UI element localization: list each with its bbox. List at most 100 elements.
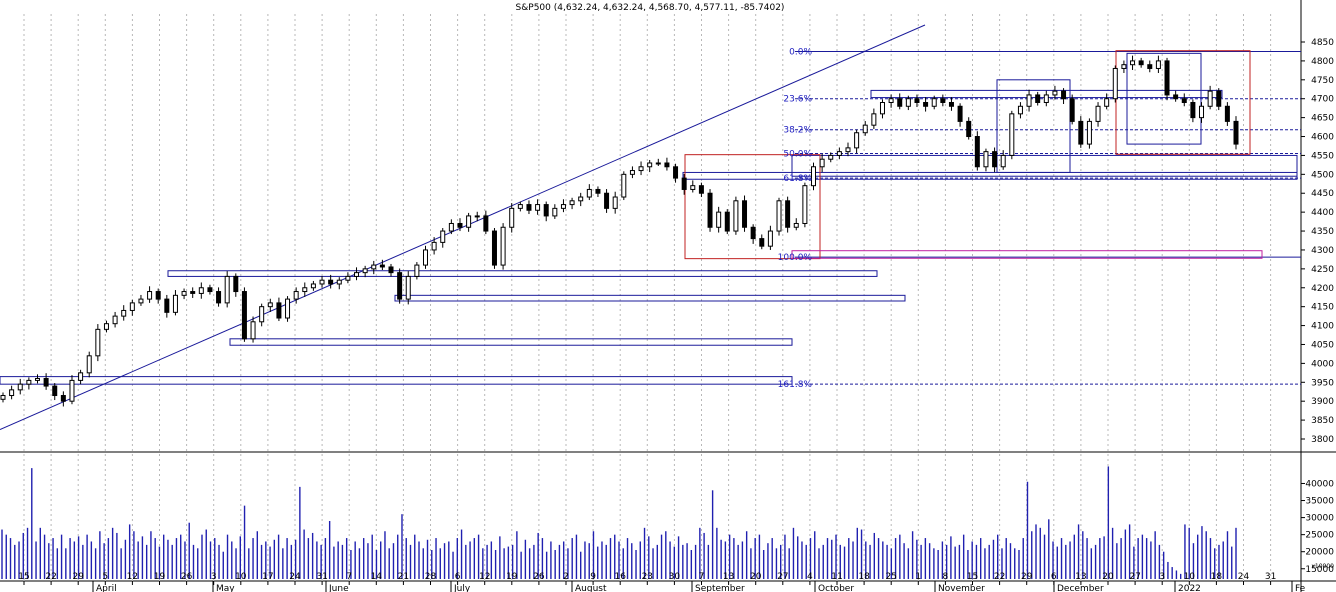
date-tick-label: 23: [642, 572, 653, 582]
date-tick-label: 20: [750, 572, 762, 582]
candle-body: [207, 287, 213, 293]
support-zone-rect: [996, 79, 1071, 173]
candle-body: [647, 162, 653, 168]
candle-body: [673, 166, 679, 179]
candle-body: [1199, 105, 1205, 119]
date-tick-label: 13: [1075, 572, 1086, 582]
candle-body: [759, 238, 765, 247]
candle-body: [190, 291, 196, 294]
candle-body: [138, 298, 144, 304]
date-tick-label: 6: [1051, 572, 1057, 582]
trend-line: [0, 24, 926, 431]
month-label: November: [938, 584, 985, 592]
date-tick-label: 7: [346, 572, 352, 582]
candle-body: [819, 158, 825, 168]
price-tick-label: 4700: [1311, 95, 1334, 105]
support-zone-rect: [0, 376, 793, 385]
candle-body: [414, 264, 420, 277]
date-tick-label: 6: [455, 572, 461, 582]
candle-body: [379, 264, 385, 268]
candle-body: [267, 302, 273, 308]
date-tick-label: 19: [506, 572, 518, 582]
candle-body: [388, 266, 394, 274]
candle-body: [862, 124, 868, 134]
candle-body: [914, 98, 920, 103]
candle-body: [1138, 60, 1144, 66]
candle-body: [690, 185, 696, 190]
candle-body: [1121, 64, 1127, 69]
fibonacci-label: 61.8%: [783, 174, 812, 184]
candle-body: [517, 204, 523, 209]
candle-body: [483, 215, 489, 232]
date-tick-label: 29: [1021, 572, 1033, 582]
candle-body: [34, 378, 40, 381]
date-tick-label: 10: [1184, 572, 1196, 582]
target-zone-rect: [791, 250, 1263, 259]
candle-body: [509, 207, 515, 228]
date-tick-label: 24: [1238, 572, 1250, 582]
date-tick-label: 22: [45, 572, 56, 582]
candle-body: [888, 98, 894, 103]
date-tick-label: 26: [533, 572, 545, 582]
date-tick-label: 4: [807, 572, 813, 582]
candle-body: [293, 291, 299, 300]
candle-body: [733, 200, 739, 232]
candle-body: [405, 275, 411, 300]
candle-body: [155, 291, 161, 300]
support-zone-rect: [1126, 52, 1202, 145]
candlestick-series: [0, 55, 1239, 407]
price-tick-label: 4100: [1311, 322, 1334, 332]
price-tick-label: 4500: [1311, 170, 1334, 180]
candle-body: [285, 298, 291, 319]
candle-body: [716, 211, 722, 228]
candle-body: [612, 196, 618, 209]
candle-body: [319, 279, 325, 285]
candle-body: [60, 395, 66, 402]
candle-body: [638, 166, 644, 172]
date-tick-label: 2: [563, 572, 569, 582]
date-tick-label: 19: [154, 572, 166, 582]
date-tick-label: 13: [723, 572, 734, 582]
candle-body: [103, 323, 109, 330]
support-zone-rect: [167, 270, 878, 277]
candle-body: [431, 241, 437, 251]
candle-body: [466, 215, 472, 228]
candle-body: [52, 385, 58, 397]
price-tick-label: 3900: [1311, 397, 1334, 407]
candle-body: [69, 379, 75, 402]
candle-body: [129, 302, 135, 311]
highlight-zone-rect: [684, 154, 821, 260]
candle-body: [181, 291, 187, 296]
candle-body: [948, 101, 954, 107]
volume-tick-label: 30000: [1305, 514, 1334, 524]
price-tick-label: 3950: [1311, 378, 1334, 388]
candle-body: [491, 230, 497, 266]
candle-body: [707, 192, 713, 228]
price-tick-label: 4000: [1311, 359, 1334, 369]
candle-body: [1130, 60, 1136, 66]
candle-body: [543, 204, 549, 217]
candle-body: [198, 287, 204, 294]
candle-body: [931, 98, 937, 107]
price-tick-label: 4250: [1311, 265, 1334, 275]
candle-body: [422, 249, 428, 266]
candle-body: [1043, 94, 1049, 103]
date-tick-label: 24: [289, 572, 301, 582]
month-label: September: [695, 584, 745, 592]
price-tick-label: 4350: [1311, 227, 1334, 237]
date-tick-label: 9: [590, 572, 596, 582]
price-tick-label: 4200: [1311, 284, 1334, 294]
candle-body: [233, 275, 239, 293]
candle-body: [802, 185, 808, 224]
candle-body: [957, 105, 963, 122]
month-label: May: [216, 584, 235, 592]
candle-body: [1104, 98, 1110, 107]
candle-body: [1095, 105, 1101, 122]
candle-body: [1173, 94, 1179, 100]
candle-body: [43, 378, 49, 387]
candle-body: [328, 279, 334, 285]
candle-body: [147, 291, 153, 300]
candle-body: [828, 154, 834, 160]
date-tick-label: 3: [1159, 572, 1165, 582]
price-tick-label: 4450: [1311, 189, 1334, 199]
